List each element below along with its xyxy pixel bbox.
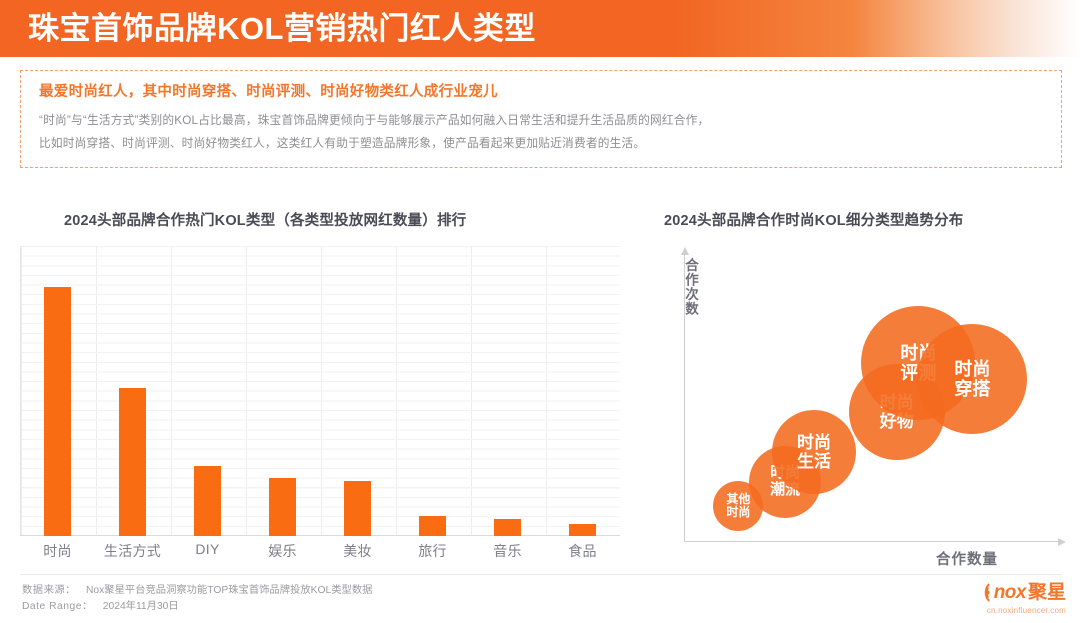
bubble-point: 时尚 穿搭	[917, 324, 1028, 435]
x-axis-tick-label: DIY	[195, 541, 220, 557]
footer-source-block: 数据来源： Nox聚星平台竞品洞察功能TOP珠宝首饰品牌投放KOL类型数据 Dat…	[22, 583, 372, 615]
footer-date-value: 2024年11月30日	[102, 600, 179, 612]
bar-column	[545, 246, 620, 536]
footer-date-label: Date Range：	[22, 600, 93, 612]
insight-paragraph-line-1: “时尚”与“生活方式”类别的KOL占比最高，珠宝首饰品牌更倾向于与能够展示产品如…	[39, 114, 710, 128]
bubble-point: 时尚 生活	[772, 410, 856, 495]
footer-date-row: Date Range： 2024年11月30日	[22, 599, 372, 615]
bar-chart-baseline	[20, 535, 620, 536]
x-axis-tick-label: 生活方式	[103, 543, 162, 559]
logo-cn-name: 聚星	[1027, 581, 1066, 603]
bubble-chart-x-axis-label: 合作数量	[936, 552, 998, 568]
bubble-chart-y-axis	[680, 247, 689, 542]
x-axis-tick-label: 娱乐	[268, 543, 297, 559]
bar	[494, 518, 521, 536]
x-axis-tick-label: 时尚	[43, 543, 72, 559]
page-title: 珠宝首饰品牌KOL营销热门红人类型	[28, 11, 536, 46]
x-axis-tick-label: 旅行	[418, 543, 447, 559]
bubble-label-line-2: 时尚	[726, 505, 751, 520]
footer-source-value: Nox聚星平台竞品洞察功能TOP珠宝首饰品牌投放KOL类型数据	[85, 585, 373, 596]
footer-source-label: 数据来源：	[22, 585, 76, 596]
bar-column	[320, 246, 395, 536]
nox-logo[interactable]: nox 聚星 cn.noxinfluencer.com	[948, 580, 1066, 618]
bubble-label-line-1: 时尚	[954, 359, 991, 380]
page-header: 珠宝首饰品牌KOL营销热门红人类型	[0, 0, 1080, 57]
bubble-label-line-2: 生活	[797, 452, 831, 472]
signal-wave-icon	[984, 583, 990, 601]
x-axis-tick-label: 食品	[568, 543, 597, 559]
bubble-label-line-1: 其他	[726, 491, 751, 506]
bubble-chart-y-axis-label: 合作次数	[683, 258, 698, 316]
bar-column	[470, 246, 545, 536]
footer-source-row: 数据来源： Nox聚星平台竞品洞察功能TOP珠宝首饰品牌投放KOL类型数据	[22, 583, 372, 599]
bar	[419, 515, 446, 536]
bar	[44, 286, 71, 536]
bar	[119, 388, 146, 536]
bar-column	[395, 246, 470, 536]
bubble-chart-title: 2024头部品牌合作时尚KOL细分类型趋势分布	[664, 213, 964, 229]
x-axis-tick-label: 音乐	[493, 543, 522, 559]
bar	[269, 478, 296, 536]
logo-wordmark: nox	[993, 581, 1027, 603]
insight-paragraph: “时尚”与“生活方式”类别的KOL占比最高，珠宝首饰品牌更倾向于与能够展示产品如…	[39, 110, 1043, 155]
x-axis-tick-label: 美妆	[343, 543, 372, 559]
insight-headline: 最爱时尚红人，其中时尚穿搭、时尚评测、时尚好物类红人成行业宠儿	[39, 84, 498, 100]
logo-url: cn.noxinfluencer.com	[986, 606, 1066, 615]
bar	[344, 480, 371, 536]
bar	[194, 466, 221, 536]
bar-column	[170, 246, 245, 536]
bar-chart	[20, 246, 620, 536]
bar	[569, 524, 596, 536]
bubble-label-line-1: 时尚	[797, 433, 831, 453]
bar-chart-x-axis-labels: 时尚 生活方式 DIY 娱乐 美妆 旅行 音乐 食品	[20, 541, 620, 567]
bar-chart-bars	[20, 246, 620, 536]
insight-paragraph-line-2: 比如时尚穿搭、时尚评测、时尚好物类红人，这类红人有助于塑造品牌形象，使产品看起来…	[39, 136, 646, 150]
bar-chart-title: 2024头部品牌合作热门KOL类型（各类型投放网红数量）排行	[64, 213, 467, 229]
bubble-chart-x-axis	[684, 537, 1066, 546]
bar-column	[245, 246, 320, 536]
bar-column	[95, 246, 170, 536]
footer-divider	[20, 574, 1062, 575]
bubble-label-line-2: 穿搭	[954, 379, 991, 400]
insight-callout-box: 最爱时尚红人，其中时尚穿搭、时尚评测、时尚好物类红人成行业宠儿 “时尚”与“生活…	[20, 70, 1062, 168]
bar-column	[20, 246, 95, 536]
bubble-chart: 合作次数 合作数量 其他时尚时尚潮流时尚生活时尚好物时尚评测时尚穿搭	[648, 246, 1068, 568]
logo-wordmark-row: nox 聚星	[948, 580, 1066, 604]
